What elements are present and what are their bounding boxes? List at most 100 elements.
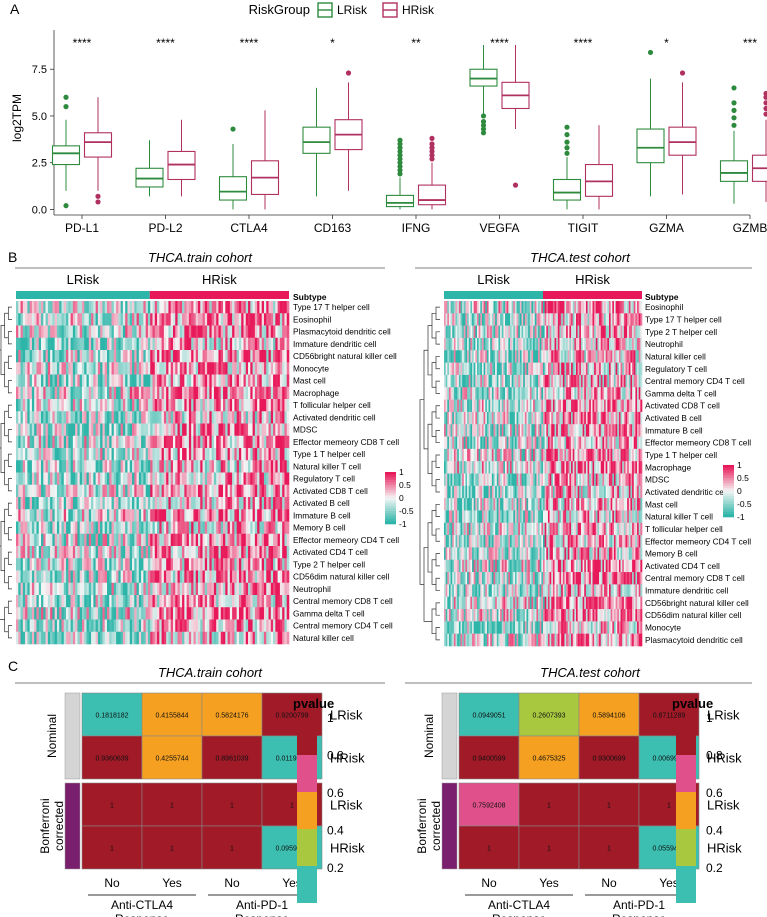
dendrogram-branch [7, 331, 12, 345]
heatmap-cell [184, 546, 187, 559]
heatmap-cell [118, 521, 121, 535]
heatmap-cell [266, 484, 269, 498]
heatmap-cell [118, 337, 121, 351]
heatmap-cell [170, 313, 174, 326]
box-outlier [429, 152, 435, 158]
heatmap-cell [252, 558, 256, 571]
heatmap-cell [145, 607, 149, 620]
heatmap-cell [72, 325, 76, 339]
heatmap-cell [93, 546, 96, 559]
heatmap-cell [143, 386, 146, 400]
box-body [302, 126, 331, 154]
heatmap-cell [154, 595, 158, 608]
heatmap-cell [266, 337, 269, 351]
heatmap-cell [590, 374, 593, 388]
heatmap-cell [561, 387, 564, 400]
heatmap-cell [38, 533, 42, 547]
heatmap-cell [584, 325, 587, 339]
heatmap-cell [182, 350, 185, 363]
heatmap-cell [52, 386, 55, 400]
heatmap-cell [577, 387, 580, 400]
heatmap-cell [184, 350, 187, 363]
heatmap-cell [97, 448, 101, 461]
heatmap-cell [552, 337, 555, 351]
heatmap-cell [195, 411, 199, 424]
heatmap-cell [152, 325, 156, 339]
heatmap-cell [597, 424, 600, 437]
heatmap-cell [147, 570, 151, 584]
heatmap-cell [218, 521, 222, 535]
heatmap-cell [229, 362, 233, 375]
heatmap-cell [175, 472, 178, 486]
heatmap-cell [470, 374, 473, 388]
heatmap-cell [36, 313, 40, 326]
heatmap-cell [511, 301, 514, 314]
heatmap-cell [34, 546, 37, 559]
heatmap-cell [544, 362, 547, 376]
heatmap-cell [254, 631, 258, 645]
heatmap-cell [590, 337, 593, 351]
heatmap-cell [480, 325, 483, 339]
heatmap-cell [213, 448, 217, 461]
heatmap-cell [141, 595, 144, 608]
heatmap-cell [480, 350, 483, 363]
heatmap-cell [143, 533, 146, 547]
heatmap-cell [41, 497, 44, 510]
heatmap-cell [615, 374, 618, 388]
heatmap-cell [569, 313, 572, 326]
heatmap-cell [475, 337, 478, 351]
heatmap-cell [480, 313, 483, 326]
heatmap-cell [132, 533, 135, 547]
heatmap-cell [50, 301, 53, 314]
box-body [552, 178, 582, 201]
heatmap-cell [56, 582, 60, 596]
heatmap-cell [453, 399, 456, 413]
heatmap-cell [284, 607, 288, 620]
heatmap-cell [252, 411, 256, 424]
heatmap-cell [519, 387, 522, 400]
heatmap-cell [191, 484, 194, 498]
heatmap-cell [50, 411, 53, 424]
heatmap-cell [141, 411, 144, 424]
heatmap-cell [172, 558, 176, 571]
heatmap-cell [68, 399, 71, 412]
heatmap-cell [72, 362, 76, 375]
heatmap-cell [132, 337, 135, 351]
heatmap-cell [97, 399, 101, 412]
heatmap-cell [172, 484, 176, 498]
heatmap-cell [257, 337, 260, 351]
heatmap-cell [191, 374, 194, 388]
heatmap-cell [134, 509, 137, 522]
heatmap-cell [236, 386, 240, 400]
heatmap-cell [184, 313, 187, 326]
heatmap-cell [147, 595, 151, 608]
heatmap-cell [268, 595, 272, 608]
heatmap-cell [100, 521, 103, 535]
heatmap-cell [229, 631, 233, 645]
heatmap-cell [524, 325, 527, 339]
heatmap-cell [34, 472, 37, 486]
heatmap-cell [204, 619, 208, 633]
heatmap-cell [47, 509, 51, 522]
heatmap-cell [63, 337, 67, 351]
heatmap-cell [546, 350, 549, 363]
heatmap-cell [539, 313, 542, 326]
heatmap-cell [152, 521, 156, 535]
heatmap-cell [34, 313, 37, 326]
heatmap-cell [132, 607, 135, 620]
heatmap-cell [638, 350, 641, 363]
heatmap-cell [209, 595, 212, 608]
heatmap-cell [154, 472, 158, 486]
heatmap-cell [635, 337, 638, 351]
heatmap-cell [109, 435, 112, 449]
heatmap-cell [43, 497, 46, 510]
heatmap-cell [45, 350, 49, 363]
heatmap-cell [622, 411, 625, 425]
heatmap-cell [455, 399, 458, 413]
heatmap-cell [47, 570, 51, 584]
heatmap-cell [453, 436, 456, 450]
heatmap-cell [45, 411, 49, 424]
heatmap-cell [18, 607, 21, 620]
heatmap-cell [113, 570, 117, 584]
heatmap-cell [248, 484, 251, 498]
